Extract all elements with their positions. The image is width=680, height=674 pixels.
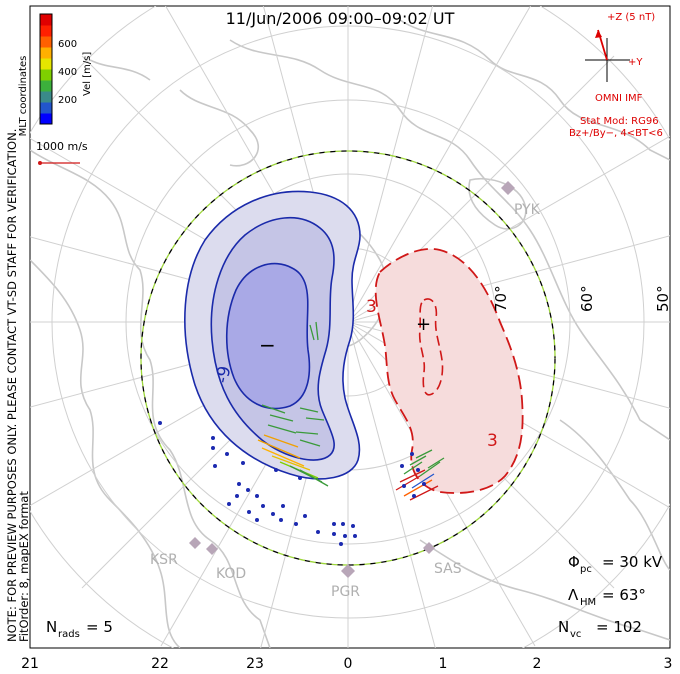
svg-text:HM: HM	[580, 597, 596, 608]
reference-vector: 1000 m/s	[36, 140, 88, 165]
imf-source-label: OMNI IMF	[595, 93, 643, 104]
potential-maximum-marker: +	[416, 314, 431, 335]
svg-text:Λ: Λ	[568, 586, 579, 604]
imf-y-label: +Y	[628, 57, 643, 68]
vector-cluster-dusk	[257, 321, 329, 487]
color-bar-tick-600: 600	[58, 39, 77, 50]
mlt-tick-3: 3	[664, 656, 673, 672]
positive-contour-label-lower: 3	[487, 431, 498, 451]
station-labels: PYK KSR KOD PGR SAS	[150, 202, 541, 600]
velocity-color-bar: 600 400 200 Vel [m/s]	[39, 13, 93, 125]
negative-cell: -9 −	[184, 190, 361, 480]
observation-dots	[158, 421, 426, 546]
color-bar-cell	[40, 102, 52, 114]
svg-text:pc: pc	[580, 564, 592, 575]
negative-cell-inner-contour	[225, 262, 311, 410]
color-bar-cell	[40, 25, 52, 37]
svg-text:= 5: = 5	[86, 618, 113, 636]
color-bar-tick-200: 200	[58, 95, 77, 106]
station-marker-pyk	[501, 181, 515, 195]
imf-indicator: +Z (5 nT) +Y OMNI IMF Stat Mod: RG96 Bz+…	[569, 12, 663, 139]
mlt-tick-22: 22	[151, 656, 169, 672]
positive-cell-outer-contour	[374, 248, 524, 494]
color-bar-cell	[40, 47, 52, 59]
station-label-ksr: KSR	[150, 552, 178, 568]
station-label-kod: KOD	[216, 566, 246, 582]
station-marker-pgr	[341, 564, 355, 578]
positive-cell-inner-contour	[418, 298, 444, 396]
svg-text:= 63°: = 63°	[602, 586, 646, 604]
mlt-tick-0: 0	[344, 656, 353, 672]
negative-contour-label: -9	[212, 364, 235, 385]
statistics: Φ pc = 30 kV Λ HM = 63° N vc = 102 N rad…	[46, 553, 663, 640]
vector-count: N vc = 102	[558, 618, 642, 640]
mlt-tick-1: 1	[439, 656, 448, 672]
hm-boundary-latitude: Λ HM = 63°	[568, 586, 646, 608]
station-label-sas: SAS	[434, 561, 462, 577]
color-bar-cell	[40, 14, 52, 26]
station-label-pyk: PYK	[514, 202, 541, 218]
svg-text:Φ: Φ	[568, 553, 580, 571]
svg-text:= 30 kV: = 30 kV	[602, 553, 663, 571]
svg-text:N: N	[46, 618, 57, 636]
latitude-labels: 70° 60° 50°	[492, 285, 672, 312]
color-bar-cell	[40, 58, 52, 70]
vector-cluster-dawn	[395, 449, 445, 501]
cross-polar-potential: Φ pc = 30 kV	[568, 553, 663, 575]
latitude-label-50: 50°	[654, 285, 672, 312]
positive-contour-label-upper: 3	[366, 297, 377, 317]
color-bar-cell	[40, 36, 52, 48]
mlt-tick-23: 23	[246, 656, 264, 672]
imf-z-label: +Z (5 nT)	[607, 12, 655, 23]
station-marker-kod	[206, 543, 218, 555]
radar-count: N rads = 5	[46, 618, 113, 640]
imf-model-line1: Stat Mod: RG96	[580, 116, 659, 127]
reference-vector-label: 1000 m/s	[36, 140, 88, 153]
imf-model-line2: Bz+/By−, 4<BT<6	[569, 128, 663, 139]
svg-text:= 102: = 102	[596, 618, 642, 636]
color-bar-cell	[40, 69, 52, 81]
fit-order-note: FitOrder: 8, mapEX format	[17, 491, 31, 642]
map-title: 11/Jun/2006 09:00–09:02 UT	[226, 9, 455, 28]
latitude-label-60: 60°	[578, 285, 596, 312]
color-bar-tick-400: 400	[58, 67, 77, 78]
preview-note: NOTE: FOR PREVIEW PURPOSES ONLY. PLEASE …	[5, 129, 19, 642]
color-bar-cell	[40, 113, 52, 125]
station-label-pgr: PGR	[331, 584, 360, 600]
mlt-tick-21: 21	[21, 656, 39, 672]
color-bar-cell	[40, 80, 52, 92]
radar-stations	[189, 181, 515, 578]
velocity-vectors	[158, 321, 445, 546]
mlt-axis: 21 22 23 0 1 2 3	[21, 656, 672, 672]
coordinate-system-label: MLT coordinates	[18, 56, 29, 137]
station-marker-sas	[423, 542, 435, 554]
svg-text:N: N	[558, 618, 569, 636]
svg-text:rads: rads	[58, 629, 80, 640]
latitude-label-70: 70°	[492, 285, 510, 312]
potential-minimum-marker: −	[259, 333, 276, 357]
color-bar-cell	[40, 91, 52, 103]
color-bar-label: Vel [m/s]	[82, 52, 93, 96]
positive-cell: 3 3 +	[366, 248, 524, 494]
svg-text:vc: vc	[570, 629, 581, 640]
station-marker-ksr	[189, 537, 201, 549]
mlt-tick-2: 2	[533, 656, 542, 672]
